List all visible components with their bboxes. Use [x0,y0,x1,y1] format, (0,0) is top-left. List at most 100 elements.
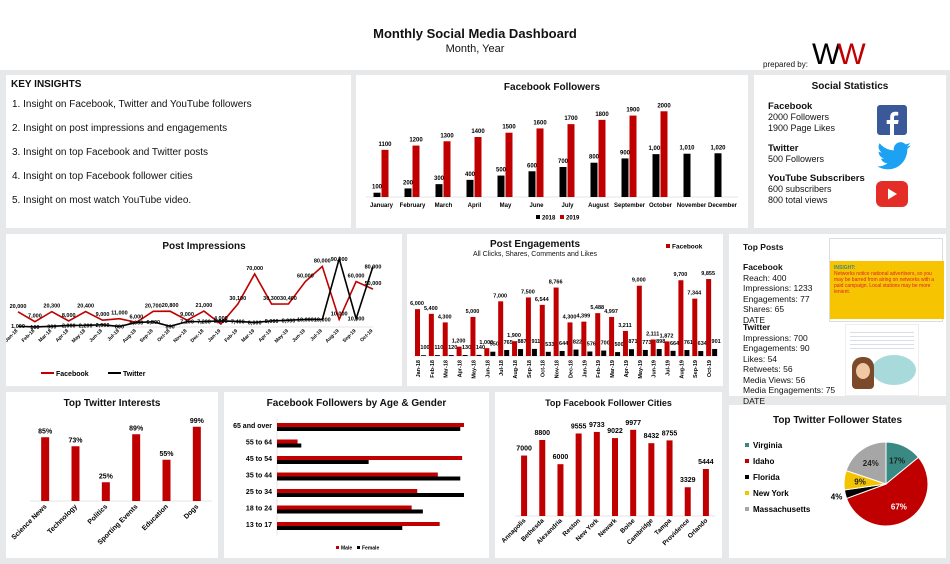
bar [404,188,412,197]
svg-text:3329: 3329 [680,477,696,484]
svg-text:1,020: 1,020 [710,145,726,151]
svg-text:Jun-18: Jun-18 [485,360,491,378]
svg-text:890: 890 [166,324,175,330]
svg-text:1,000: 1,000 [479,340,493,346]
facebook-followers: 2000 Followers [768,112,830,122]
bar [381,149,389,197]
svg-text:9555: 9555 [571,423,587,430]
svg-text:7,400: 7,400 [231,319,245,325]
svg-text:2,200: 2,200 [79,323,93,329]
svg-text:Oct-19: Oct-19 [359,328,374,343]
top-posts-panel: Top Posts Facebook Reach: 400 Impression… [729,234,946,406]
bar [660,111,668,197]
svg-text:Jan-18: Jan-18 [416,360,422,377]
svg-text:Jul-19: Jul-19 [309,328,324,343]
svg-text:10,000: 10,000 [314,317,331,323]
svg-text:Mar-18: Mar-18 [444,360,450,378]
svg-text:7,100: 7,100 [180,320,194,326]
svg-text:100: 100 [372,185,383,191]
svg-text:Jun-19: Jun-19 [291,328,307,344]
tweet-thumbnail[interactable] [845,324,919,396]
bar [629,115,637,197]
svg-text:60,000: 60,000 [297,274,314,280]
post-heading: INSIGHT: [834,265,856,271]
svg-text:99%: 99% [190,418,205,425]
bar [373,192,381,197]
svg-text:550: 550 [490,342,499,348]
svg-text:2018: 2018 [542,216,556,222]
dashboard-subtitle: Month, Year [445,43,505,55]
svg-text:June: June [529,203,544,209]
svg-text:2,111: 2,111 [646,332,659,338]
fb-cities-plot: 7000Annapolis8800Bethesda6000Alexandria9… [500,420,715,547]
bar [466,179,474,197]
svg-text:45 to 54: 45 to 54 [246,456,272,463]
svg-text:Sep-19: Sep-19 [342,328,358,344]
svg-text:6,000: 6,000 [248,320,262,326]
svg-text:65 and over: 65 and over [233,423,272,430]
svg-text:1,872: 1,872 [660,333,674,339]
insight-item: 2. Insight on post impressions and engag… [12,123,228,134]
svg-text:800: 800 [589,155,600,161]
svg-text:January: January [370,203,394,209]
bar [652,154,660,197]
svg-text:20,000: 20,000 [10,304,27,310]
svg-text:80,000: 80,000 [314,258,331,264]
svg-text:67%: 67% [891,503,907,512]
bar [714,153,722,197]
svg-text:Aug-19: Aug-19 [679,360,685,379]
svg-text:21,000: 21,000 [196,303,213,309]
svg-text:2,000: 2,000 [62,323,76,329]
svg-text:Apr-19: Apr-19 [624,360,630,377]
stat-line: Retweets: 56 [743,364,793,374]
svg-text:6,000: 6,000 [129,320,143,326]
fb-post-thumbnail[interactable]: INSIGHT: Networks notice national advert… [829,238,944,322]
svg-text:March: March [435,203,453,209]
svg-text:887: 887 [517,339,526,345]
twitter-label: Twitter [768,143,799,154]
svg-text:Aug-19: Aug-19 [324,328,340,344]
svg-text:1800: 1800 [595,112,609,118]
svg-text:July: July [561,203,574,209]
twitter-states-chart: Top Twitter Follower States 17% 67% 4% 9% 24… [729,405,946,558]
svg-text:9022: 9022 [607,428,623,435]
svg-text:Idaho: Idaho [753,457,774,466]
svg-text:1,010: 1,010 [679,146,695,152]
prepared-by-label: prepared by: [763,60,808,69]
svg-text:140: 140 [476,345,485,351]
svg-text:May-19: May-19 [638,360,644,379]
svg-text:30,100: 30,100 [229,296,246,302]
insight-item: 3. Insight on top Facebook and Twitter p… [12,147,209,158]
svg-text:8,766: 8,766 [549,280,563,286]
svg-text:9,000: 9,000 [180,312,194,318]
chart-title: Facebook Followers [503,82,601,93]
svg-text:1500: 1500 [502,125,516,131]
svg-text:17%: 17% [889,456,905,465]
svg-text:Virginia: Virginia [753,441,783,450]
svg-text:Sep-18: Sep-18 [139,328,155,344]
svg-text:8432: 8432 [644,433,660,440]
svg-text:700: 700 [601,341,610,347]
svg-text:Politics: Politics [87,503,110,526]
svg-text:Newark: Newark [597,517,619,539]
svg-text:Dec-18: Dec-18 [568,360,574,378]
svg-text:Feb-18: Feb-18 [430,360,436,378]
svg-text:Mar-19: Mar-19 [610,360,616,378]
svg-text:Sep-19: Sep-19 [693,360,699,378]
age-gender-plot: 65 and over 55 to 64 45 to 54 35 to 44 25 to… [233,418,464,552]
svg-text:901: 901 [712,339,721,345]
chart-title: Post Impressions [162,241,246,252]
svg-text:Education: Education [141,503,170,532]
bar [559,167,567,197]
svg-text:9977: 9977 [625,420,641,427]
twitter-interests-chart: Top Twitter Interests 85% Science News 73%… [6,392,218,558]
svg-text:May-18: May-18 [471,360,477,379]
svg-text:1,000: 1,000 [11,324,25,330]
bar [567,124,575,197]
svg-text:24%: 24% [863,459,879,468]
chart-title: Top Twitter Interests [63,398,161,409]
stat-line: Media Engagements: 75 [743,385,836,395]
stat-line: Impressions: 1233 [743,283,813,293]
twitter-icon [877,142,911,170]
